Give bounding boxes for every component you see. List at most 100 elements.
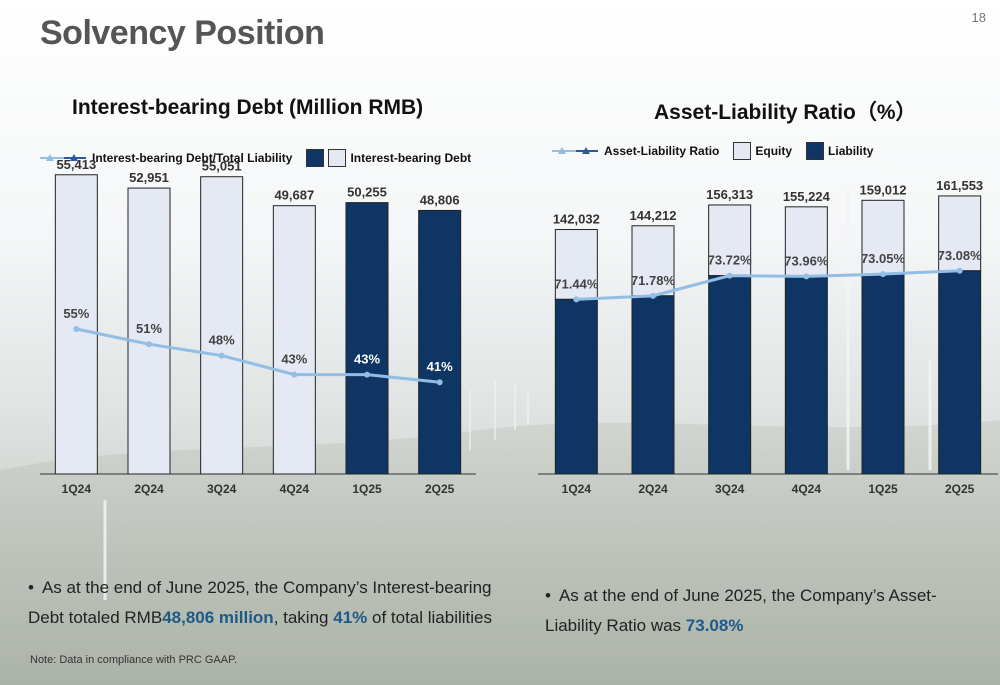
ratio-point-3Q24 (726, 272, 733, 279)
ratio-point-1Q24 (573, 296, 580, 303)
legend-swatch-liability (806, 142, 825, 160)
left-bullet-mid: , taking (273, 608, 334, 627)
page-number: 18 (971, 10, 986, 25)
ratio-point-4Q24 (291, 371, 298, 378)
line-marker-icon (552, 147, 598, 154)
ratio-point-1Q24 (73, 326, 80, 332)
equity-bar-2Q25 (938, 195, 982, 272)
right-chart-legend: Asset-Liability Ratio Equity Liability (552, 142, 887, 160)
ratio-label-4Q24: 43% (281, 352, 307, 367)
x-tick-1Q24: 1Q24 (62, 482, 92, 496)
x-tick-4Q24: 4Q24 (792, 482, 822, 496)
legend-swatch-light (328, 149, 347, 167)
bar-4Q24 (272, 205, 316, 475)
ratio-line (76, 327, 440, 384)
total-label-2Q24: 144,212 (630, 208, 677, 223)
ratio-line (576, 269, 960, 301)
ratio-point-1Q25 (880, 271, 886, 278)
value-label-3Q24: 55,051 (202, 159, 242, 174)
ratio-label-2Q25: 73.08% (938, 248, 983, 263)
right-chart-title: Asset-Liability Ratio（%） (654, 101, 917, 124)
x-tick-1Q24: 1Q24 (562, 482, 592, 496)
x-tick-4Q24: 4Q24 (280, 482, 310, 496)
equity-bar-1Q25 (861, 199, 905, 275)
legend-equity: Equity (733, 142, 792, 160)
x-tick-1Q25: 1Q25 (868, 482, 898, 496)
ratio-point-2Q24 (650, 292, 656, 299)
liability-bar-1Q24 (554, 298, 598, 475)
legend-liability: Liability (806, 142, 873, 160)
bar-2Q25 (418, 209, 462, 475)
x-tick-1Q25: 1Q25 (352, 482, 382, 496)
x-tick-2Q24: 2Q24 (134, 482, 164, 496)
right-bullet-pct: 73.08% (685, 616, 744, 635)
footnote: Note: Data in compliance with PRC GAAP. (30, 654, 238, 666)
total-label-2Q25: 161,553 (936, 178, 983, 193)
equity-bar-2Q24 (631, 225, 675, 297)
value-label-2Q25: 48,806 (420, 192, 460, 207)
total-label-3Q24: 156,313 (706, 187, 753, 202)
ratio-label-2Q24: 51% (136, 321, 162, 336)
left-bullet-text: • As at the end of June 2025, the Company… (28, 578, 492, 627)
legend-label-liability: Liability (828, 144, 874, 158)
x-tick-2Q24: 2Q24 (638, 482, 668, 496)
liability-bar-1Q25 (861, 273, 905, 475)
ratio-point-4Q24 (803, 273, 810, 280)
page-title: Solvency Position (40, 14, 325, 52)
ratio-label-3Q24: 73.72% (708, 253, 753, 268)
legend-swatch-dark (306, 149, 325, 167)
x-tick-3Q24: 3Q24 (715, 482, 745, 496)
legend-label-interest-debt: Interest-bearing Debt (350, 151, 472, 165)
legend-interest-debt-bars: Interest-bearing Debt (306, 149, 471, 167)
left-bullet-pct: 41% (333, 608, 368, 627)
bar-3Q24 (200, 176, 244, 475)
ratio-point-2Q24 (146, 341, 152, 348)
ratio-label-1Q24: 55% (63, 306, 89, 321)
ratio-label-4Q24: 73.96% (784, 253, 829, 268)
ratio-point-1Q25 (364, 371, 370, 378)
legend-swatch-equity (733, 142, 752, 160)
value-label-1Q25: 50,255 (347, 185, 387, 200)
ratio-point-2Q25 (956, 267, 963, 274)
x-tick-2Q25: 2Q25 (945, 482, 975, 496)
ratio-point-2Q25 (436, 379, 443, 386)
legend-label-equity: Equity (755, 144, 793, 158)
left-chart-title: Interest-bearing Debt (Million RMB) (72, 96, 424, 119)
bar-1Q25 (345, 202, 389, 475)
ratio-label-1Q24: 71.44% (554, 276, 599, 291)
bar-2Q24 (127, 187, 171, 475)
right-bullet-text: • As at the end of June 2025, the Company… (545, 586, 937, 635)
equity-bar-1Q24 (554, 229, 598, 300)
x-tick-2Q25: 2Q25 (425, 482, 455, 496)
left-chart-legend: Interest-bearing Debt/Total Liability In… (40, 149, 485, 167)
ratio-label-1Q25: 73.05% (861, 251, 906, 266)
liability-bar-3Q24 (708, 275, 752, 475)
bar-1Q24 (54, 174, 98, 475)
total-label-4Q24: 155,224 (783, 189, 831, 204)
legend-debt-ratio-line: Interest-bearing Debt/Total Liability (40, 151, 292, 165)
legend-label-debt-ratio: Interest-bearing Debt/Total Liability (92, 151, 293, 165)
line-marker-icon (40, 154, 86, 161)
liability-bar-2Q25 (938, 270, 982, 475)
ratio-label-2Q25: 41% (427, 359, 453, 374)
value-label-4Q24: 49,687 (274, 188, 314, 203)
left-bullet-pre: As at the end of June 2025, the Company’… (28, 578, 492, 627)
equity-bar-4Q24 (784, 206, 828, 277)
ratio-label-1Q25: 43% (354, 352, 380, 367)
ratio-label-3Q24: 48% (209, 333, 235, 348)
left-bullet-post: of total liabilities (367, 608, 492, 627)
legend-asset-liability-line: Asset-Liability Ratio (552, 144, 719, 158)
total-label-1Q25: 159,012 (860, 182, 907, 197)
total-label-1Q24: 142,032 (553, 212, 600, 227)
value-label-2Q24: 52,951 (129, 170, 169, 185)
left-bullet-amount: 48,806 million (162, 608, 274, 627)
liability-bar-2Q24 (631, 295, 675, 475)
right-bullet-pre: As at the end of June 2025, the Company’… (545, 586, 937, 635)
x-tick-3Q24: 3Q24 (207, 482, 237, 496)
value-label-1Q24: 55,413 (56, 157, 96, 172)
liability-bar-4Q24 (784, 275, 828, 475)
ratio-point-3Q24 (218, 352, 225, 359)
ratio-label-2Q24: 71.78% (631, 273, 676, 288)
